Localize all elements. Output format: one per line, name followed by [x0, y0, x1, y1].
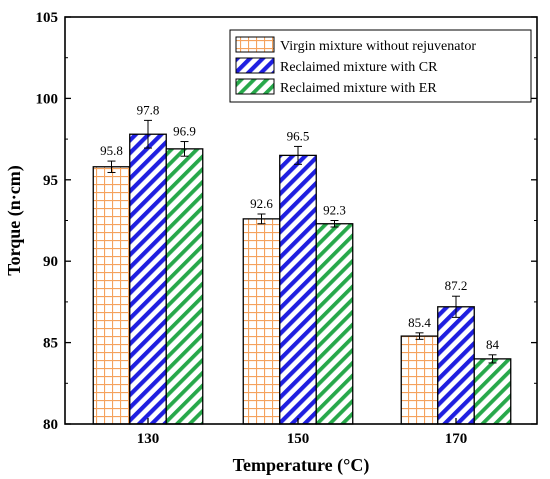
y-tick-label: 85	[43, 336, 58, 352]
y-tick-label: 90	[43, 254, 58, 270]
data-label: 95.8	[100, 143, 123, 158]
x-tick-label: 170	[445, 431, 468, 447]
data-label: 96.9	[173, 124, 196, 139]
error-bar	[488, 354, 497, 364]
data-label: 85.4	[408, 315, 431, 330]
error-bar	[294, 145, 302, 165]
y-tick-label: 105	[36, 10, 59, 26]
y-tick-label: 80	[43, 417, 58, 433]
bar-3-170	[473, 358, 512, 425]
x-axis-ticks: 130 150 170	[137, 418, 468, 447]
data-label: 92.6	[250, 196, 273, 211]
data-label: 84	[486, 337, 500, 352]
data-label: 87.2	[445, 278, 468, 293]
legend-label: Virgin mixture without rejuvenator	[280, 39, 476, 54]
y-axis-title: Torque (n·cm)	[4, 165, 25, 276]
legend-label: Reclaimed mixture with ER	[280, 81, 437, 96]
bar-3-130	[165, 148, 204, 425]
legend-swatch	[235, 57, 275, 74]
x-tick-label: 130	[137, 431, 160, 447]
data-labels-layer: 95.8 92.6 85.4 97.8 96.5 87.2 96.9 92.3 84	[100, 102, 499, 351]
data-label: 92.3	[323, 203, 346, 218]
error-bar	[257, 213, 266, 225]
bars-layer	[92, 133, 512, 425]
bar-2-150	[279, 154, 317, 425]
error-bar	[415, 332, 424, 340]
legend-item: Reclaimed mixture with CR	[235, 57, 438, 75]
data-label: 97.8	[137, 102, 160, 117]
x-axis-title: Temperature (°C)	[233, 455, 370, 476]
legend: Virgin mixture without rejuvenator Reclai…	[229, 29, 532, 103]
bar-3-150	[315, 223, 354, 425]
bar-1-150	[242, 218, 281, 425]
data-label: 96.5	[287, 128, 310, 143]
legend-item: Reclaimed mixture with ER	[235, 78, 437, 96]
error-bar	[180, 141, 189, 157]
legend-item: Virgin mixture without rejuvenator	[235, 36, 476, 54]
error-bar	[330, 220, 339, 228]
legend-box	[229, 29, 532, 103]
y-tick-label: 95	[43, 173, 58, 189]
error-bar	[452, 295, 460, 318]
bar-1-170	[400, 335, 439, 425]
y-tick-label: 100	[36, 91, 59, 107]
bar-2-170	[437, 306, 475, 425]
legend-swatch	[235, 78, 275, 95]
bar-2-130	[129, 133, 167, 425]
bar-1-130	[92, 166, 131, 425]
y-axis-ticks: 80 85 90 95 100 105	[36, 10, 537, 433]
x-tick-label: 150	[287, 431, 310, 447]
error-bars-layer	[107, 119, 497, 364]
legend-swatch	[235, 36, 275, 53]
legend-label: Reclaimed mixture with CR	[280, 60, 438, 75]
error-bar	[107, 160, 116, 173]
error-bar	[144, 119, 152, 149]
